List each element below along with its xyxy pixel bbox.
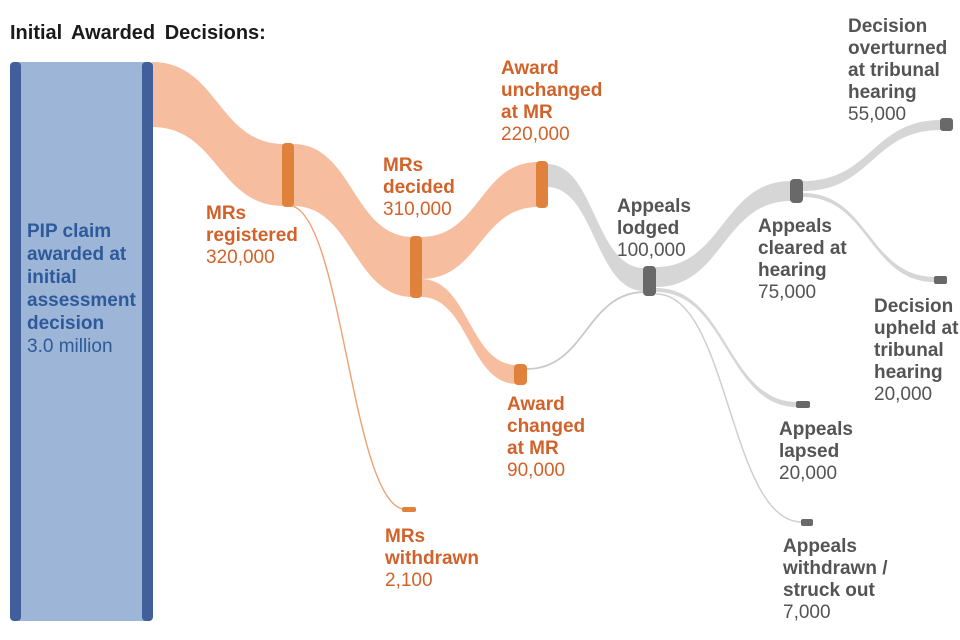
label-mrs-withdrawn: MRs withdrawn 2,100	[385, 526, 479, 591]
label-award-changed: Award changed at MR 90,000	[507, 394, 586, 481]
node-award-unchanged	[536, 161, 548, 208]
value-decision-overturned: 55,000	[848, 104, 907, 125]
label-pip-claim-awarded: PIP claim awarded at initial assessment …	[27, 221, 136, 357]
label-decision-overturned: Decision overturned at tribunal hearing …	[848, 16, 948, 125]
value-appeals-cleared: 75,000	[758, 282, 817, 303]
node-appeals-lapsed	[796, 401, 810, 408]
label-appeals-lodged: Appeals lodged 100,000	[617, 196, 691, 261]
node-decision-upheld	[934, 276, 947, 284]
flow-mrs-registered-to-mrs-withdrawn	[291, 205, 404, 510]
flow-appeals-cleared-to-decision-upheld	[803, 193, 935, 282]
label-appeals-lapsed: Appeals lapsed 20,000	[779, 419, 853, 484]
label-decision-upheld: Decision upheld at tribunal hearing 20,0…	[874, 296, 959, 405]
node-appeals-cleared	[790, 179, 803, 203]
node-decision-overturned	[940, 118, 953, 131]
label-appeals-cleared: Appeals cleared at hearing 75,000	[758, 216, 847, 303]
value-award-unchanged: 220,000	[501, 124, 570, 145]
source-node-right-edge	[142, 62, 153, 621]
node-appeals-withdrawn	[801, 519, 813, 526]
value-mrs-withdrawn: 2,100	[385, 570, 433, 591]
node-award-changed	[514, 364, 527, 385]
label-mrs-decided: MRs decided 310,000	[383, 155, 455, 220]
flow-appeals-lodged-to-appeals-cleared	[656, 181, 791, 287]
flow-award-changed-to-appeals-lodged	[526, 291, 646, 370]
flow-mrs-decided-to-award-changed	[421, 279, 517, 384]
flow-mrs-decided-to-award-unchanged	[421, 162, 538, 279]
label-mrs-registered: MRs registered 320,000	[206, 203, 298, 268]
value-appeals-lapsed: 20,000	[779, 463, 838, 484]
value-award-changed: 90,000	[507, 460, 566, 481]
value-appeals-withdrawn: 7,000	[783, 602, 831, 623]
label-award-unchanged: Award unchanged at MR 220,000	[501, 58, 603, 145]
node-mrs-registered	[282, 143, 294, 207]
value-decision-upheld: 20,000	[874, 384, 933, 405]
flow-appeals-lodged-to-appeals-lapsed	[656, 288, 797, 407]
value-mrs-decided: 310,000	[383, 199, 452, 220]
value-pip-claim-awarded: 3.0 million	[27, 336, 113, 357]
node-mrs-decided	[410, 236, 422, 298]
flow-award-unchanged-to-appeals-lodged	[547, 164, 644, 291]
chart-title: Initial Awarded Decisions:	[10, 22, 266, 44]
flow-mrs-registered-to-mrs-decided	[293, 144, 413, 297]
value-appeals-lodged: 100,000	[617, 240, 686, 261]
label-appeals-withdrawn: Appeals withdrawn / struck out 7,000	[783, 536, 888, 623]
flow-appeals-lodged-to-appeals-withdrawn	[655, 293, 803, 523]
node-mrs-withdrawn	[402, 507, 416, 512]
node-appeals-lodged	[643, 266, 656, 296]
source-node-left-edge	[10, 62, 21, 621]
flow-source-to-mrs-registered	[152, 62, 284, 206]
value-mrs-registered: 320,000	[206, 247, 275, 268]
flow-appeals-cleared-to-decision-overturned	[803, 120, 941, 191]
source-node-fill	[14, 62, 149, 621]
